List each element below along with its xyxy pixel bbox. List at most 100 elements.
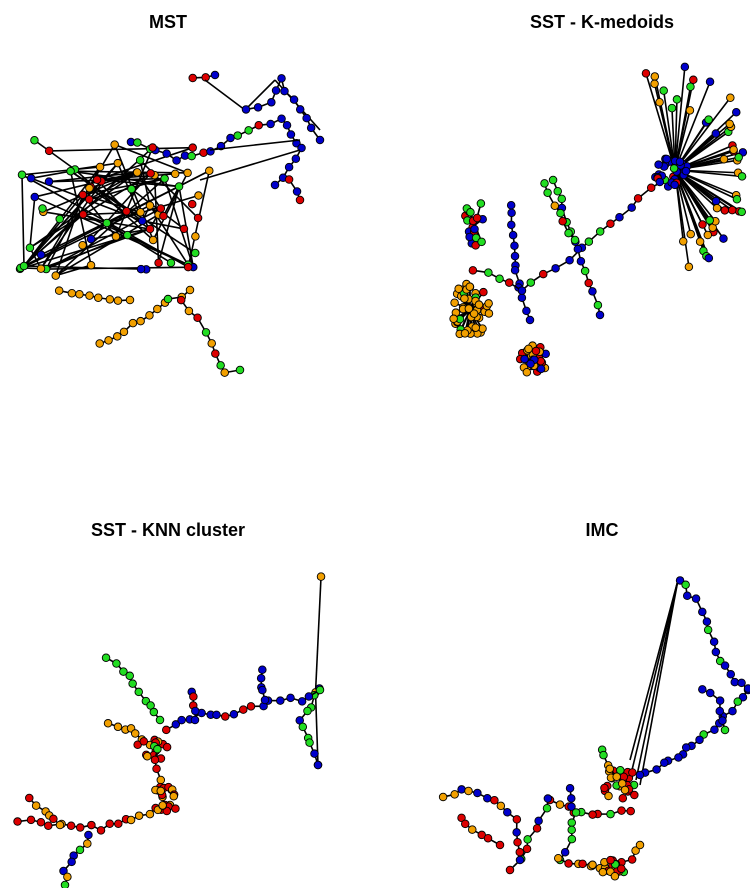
graph-node (662, 154, 671, 164)
graph-node (542, 803, 552, 813)
graph-node (450, 790, 459, 799)
graph-node (30, 192, 40, 202)
graph-node (185, 285, 195, 295)
graph-node (729, 145, 738, 155)
graph-edge (645, 73, 676, 171)
graph-node (539, 269, 548, 279)
graph-node (30, 135, 39, 145)
graph-node (702, 617, 712, 626)
graph-node (59, 866, 68, 876)
graph-node (641, 69, 651, 78)
graph-node (734, 153, 743, 162)
graph-node (284, 162, 294, 172)
graph-edge (674, 169, 711, 221)
graph-node (732, 107, 741, 117)
graph-node (110, 140, 119, 149)
graph-node (235, 365, 245, 375)
graph-node (304, 692, 314, 701)
graph-node (130, 729, 140, 738)
graph-node (567, 794, 576, 803)
graph-edge (674, 79, 695, 171)
graph-node (610, 871, 620, 881)
graph-node (83, 839, 92, 848)
graph-node (728, 706, 737, 716)
graph-node (526, 359, 535, 369)
graph-node (19, 261, 29, 271)
graph-node (604, 791, 613, 801)
graph-node (635, 770, 645, 780)
graph-edge (244, 79, 276, 111)
graph-node (510, 241, 519, 250)
graph-node (576, 257, 586, 266)
graph-node (705, 216, 715, 225)
graph-node (315, 135, 325, 145)
graph-node (557, 194, 566, 204)
graph-node (75, 845, 85, 855)
graph-edge (23, 146, 154, 267)
graph-node (246, 702, 256, 711)
graph-edge (30, 170, 71, 180)
graph-node (305, 738, 314, 747)
graph-node (101, 653, 111, 663)
graph-node (105, 295, 115, 304)
graph-node (286, 693, 295, 703)
graph-node (631, 846, 640, 855)
graph-node (553, 186, 562, 196)
graph-node (184, 306, 194, 316)
graph-node (567, 802, 576, 811)
graph-node (191, 248, 200, 258)
graph-node (105, 819, 114, 829)
graph-node (128, 679, 137, 688)
graph-node (67, 288, 77, 298)
graph-node (468, 266, 478, 275)
graph-edge (674, 66, 686, 171)
graph-node (270, 180, 280, 190)
graph-node (507, 220, 516, 230)
graph-node (496, 801, 506, 811)
graph-edge (96, 146, 193, 181)
graph-node (162, 742, 172, 752)
graph-edge (674, 81, 711, 171)
graph-node (152, 764, 161, 774)
graph-node (526, 278, 536, 287)
graph-node (556, 208, 565, 218)
graph-node (102, 218, 112, 228)
graph-node (710, 725, 719, 734)
graph-node (295, 195, 305, 205)
graph-node (628, 768, 637, 777)
graph-node (460, 819, 470, 829)
graph-node (620, 785, 630, 795)
graph-edge (21, 174, 25, 267)
graph-node (183, 168, 192, 178)
graph-node (155, 715, 165, 725)
graph-node (675, 157, 685, 166)
graph-node (464, 786, 473, 796)
graph-node (483, 793, 492, 803)
graph-edge (162, 186, 180, 217)
graph-node (588, 287, 597, 296)
graph-node (128, 318, 138, 328)
graph-node (119, 327, 129, 337)
graph-node (125, 295, 135, 305)
graph-node (598, 867, 608, 877)
graph-node (25, 243, 35, 252)
panel-title-imc: IMC (585, 520, 619, 540)
graph-node (627, 855, 637, 864)
graph-edge (55, 264, 92, 277)
graph-node (684, 262, 694, 272)
graph-node (531, 346, 541, 356)
graph-node (522, 844, 532, 854)
graph-node (617, 806, 626, 815)
graph-node (87, 820, 96, 830)
graph-node (578, 859, 587, 869)
graph-node (548, 175, 558, 185)
graph-node (573, 244, 583, 254)
graph-node (595, 227, 605, 236)
graph-node (689, 75, 698, 85)
graph-node (134, 811, 144, 820)
graph-node (605, 764, 615, 774)
graph-node (554, 853, 563, 863)
graph-node (616, 765, 625, 775)
graph-node (55, 820, 65, 830)
graph-node (725, 119, 734, 129)
